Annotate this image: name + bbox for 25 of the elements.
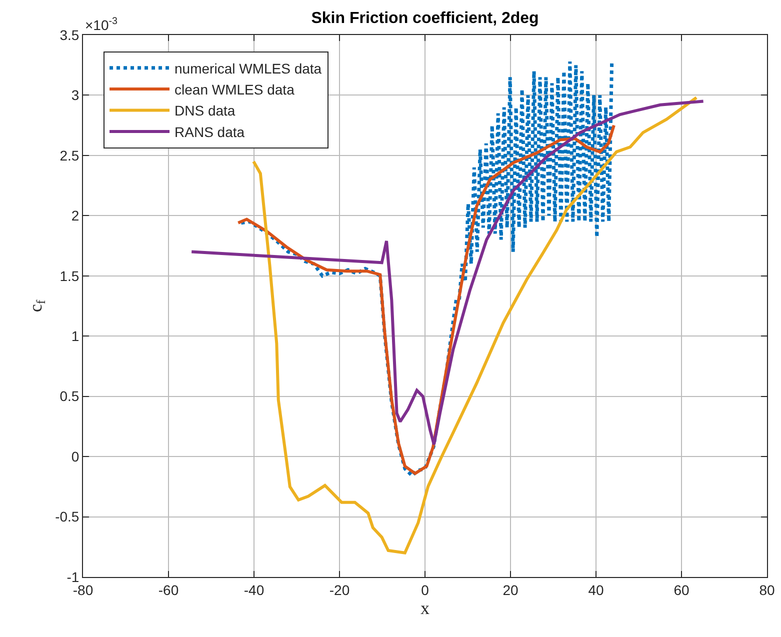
legend-label: DNS data	[174, 102, 236, 119]
x-tick-label: -60	[158, 582, 179, 598]
y-tick-label: 2	[71, 208, 80, 224]
x-tick-label: 80	[759, 582, 775, 598]
y-tick-label: 3.5	[60, 26, 80, 43]
legend-label: clean WMLES data	[174, 82, 295, 98]
y-tick-label: 1	[71, 328, 80, 344]
x-tick-label: 60	[674, 582, 690, 598]
y-tick-label: -0.5	[55, 508, 80, 525]
y-tick-label: 3	[71, 87, 80, 104]
x-tick-label: 20	[502, 582, 518, 598]
chart-title: Skin Friction coefficient, 2deg	[311, 10, 539, 28]
text: ×10$^{-3}$	[85, 16, 118, 33]
legend-label: numerical WMLES data	[174, 60, 322, 76]
x-axis-title: x	[420, 598, 430, 618]
y-tick-label: 2.5	[60, 147, 80, 164]
y-tick-label: 0	[71, 448, 80, 464]
x-tick-label: 0	[421, 582, 430, 598]
y-tick-label: 1.5	[60, 268, 80, 284]
y-tick-label: 0.5	[60, 388, 80, 404]
x-tick-label: -40	[244, 582, 264, 598]
x-tick-label: -20	[329, 582, 350, 598]
legend-label: RANS data	[174, 124, 245, 140]
line-series	[252, 96, 698, 554]
x-tick-label: 40	[588, 582, 604, 598]
